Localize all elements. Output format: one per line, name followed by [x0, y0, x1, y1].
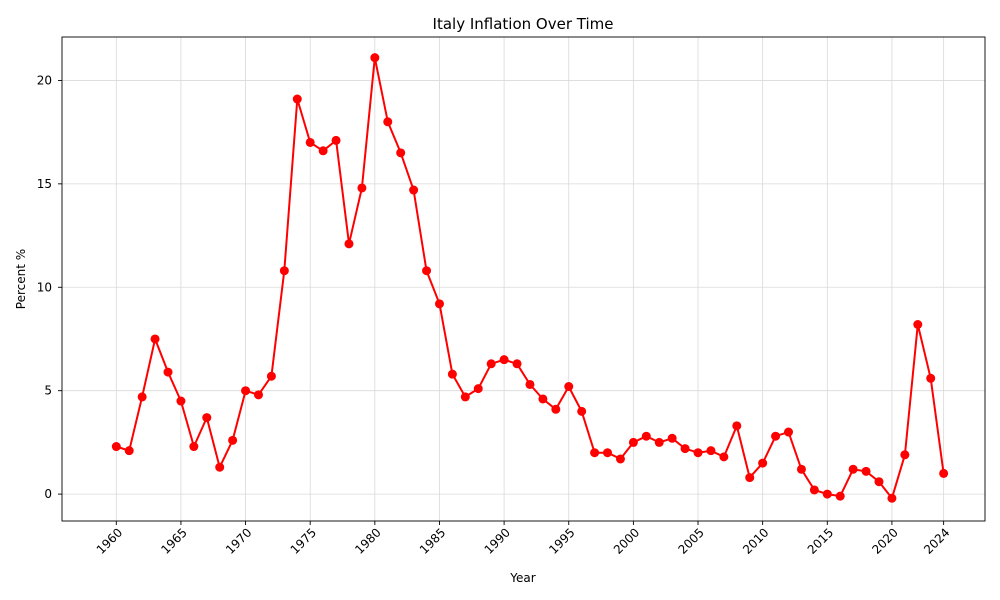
data-point — [396, 148, 406, 158]
y-tick-label: 20 — [37, 73, 52, 87]
data-point — [796, 464, 806, 474]
data-point — [241, 386, 251, 396]
data-point — [176, 396, 186, 406]
data-point — [680, 444, 690, 454]
data-point — [628, 437, 638, 447]
data-point — [538, 394, 548, 404]
x-tick-label: 1985 — [417, 525, 448, 556]
data-point — [124, 446, 134, 456]
data-point — [913, 320, 923, 330]
x-tick-label: 1960 — [94, 525, 125, 556]
data-point — [861, 466, 871, 476]
x-tick-label: 2000 — [611, 525, 642, 556]
data-point — [512, 359, 522, 369]
data-point — [447, 369, 457, 379]
data-point — [667, 433, 677, 443]
x-tick-label: 2024 — [921, 525, 952, 556]
data-point — [551, 404, 561, 414]
data-point — [822, 489, 832, 499]
data-point — [603, 448, 613, 458]
y-axis-label: Percent % — [14, 249, 28, 309]
data-point — [900, 450, 910, 460]
x-tick-label: 1995 — [546, 525, 577, 556]
data-point — [732, 421, 742, 431]
x-tick-label: 1980 — [352, 525, 383, 556]
data-point — [577, 406, 587, 416]
data-point — [434, 299, 444, 309]
data-point — [835, 491, 845, 501]
data-point — [383, 117, 393, 127]
data-point — [887, 493, 897, 503]
data-point — [473, 384, 483, 394]
x-tick-label: 2015 — [805, 525, 836, 556]
data-point — [654, 437, 664, 447]
data-point — [318, 146, 328, 156]
data-point — [564, 382, 574, 392]
x-tick-label: 1975 — [288, 525, 319, 556]
plot-frame — [61, 36, 986, 522]
x-tick-label: 2005 — [675, 525, 706, 556]
x-tick-label: 2020 — [869, 525, 900, 556]
data-point — [706, 446, 716, 456]
data-point — [357, 183, 367, 193]
data-point — [758, 458, 768, 468]
data-point — [279, 266, 289, 276]
data-point — [771, 431, 781, 441]
y-tick-label: 0 — [44, 487, 52, 501]
data-point — [137, 392, 147, 402]
y-tick-label: 10 — [37, 280, 52, 294]
data-point — [331, 135, 341, 145]
x-tick-label: 1990 — [482, 525, 513, 556]
data-point — [266, 371, 276, 381]
x-tick-label: 1965 — [158, 525, 189, 556]
x-tick-label: 1970 — [223, 525, 254, 556]
data-point — [189, 442, 199, 452]
y-axis: 0 5 10 15 20 — [37, 73, 62, 501]
data-point — [215, 462, 225, 472]
data-points — [111, 53, 949, 503]
data-point — [641, 431, 651, 441]
data-point — [228, 435, 238, 445]
data-point — [253, 390, 263, 400]
data-point — [719, 452, 729, 462]
data-point — [409, 185, 419, 195]
data-point — [460, 392, 470, 402]
data-point — [590, 448, 600, 458]
data-point — [202, 413, 212, 423]
x-axis: 1960 1965 1970 1975 1980 1985 1990 1995 2000 2005… — [94, 521, 953, 557]
data-point — [163, 367, 173, 377]
data-point — [499, 355, 509, 365]
data-point — [615, 454, 625, 464]
data-point — [422, 266, 432, 276]
grid — [62, 37, 985, 521]
data-point — [305, 137, 315, 147]
data-point — [370, 53, 380, 63]
data-point — [848, 464, 858, 474]
data-point — [745, 473, 755, 483]
x-tick-label: 2010 — [740, 525, 771, 556]
y-tick-label: 5 — [44, 384, 52, 398]
data-point — [292, 94, 302, 104]
data-point — [939, 468, 949, 478]
y-tick-label: 15 — [37, 177, 52, 191]
data-point — [693, 448, 703, 458]
data-point — [874, 477, 884, 487]
data-point — [150, 334, 160, 344]
x-axis-label: Year — [509, 571, 535, 585]
data-point — [486, 359, 496, 369]
data-point — [111, 442, 121, 452]
series-line — [115, 56, 945, 500]
data-point — [344, 239, 354, 249]
chart-title: Italy Inflation Over Time — [433, 15, 614, 33]
data-point — [809, 485, 819, 495]
data-point — [525, 379, 535, 389]
data-point — [926, 373, 936, 383]
data-point — [784, 427, 794, 437]
